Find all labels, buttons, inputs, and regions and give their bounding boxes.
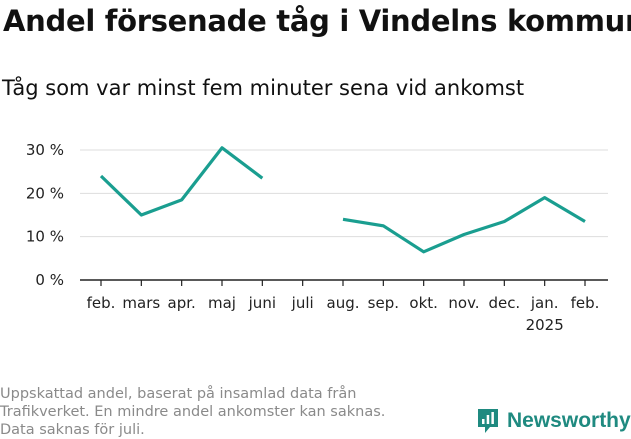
x-tick-label: jan. <box>530 294 559 312</box>
y-tick-label: 30 % <box>26 141 64 159</box>
x-tick-label: juli <box>291 294 314 312</box>
brand[interactable]: Newsworthy <box>476 407 631 435</box>
x-tick-label: sep. <box>368 294 399 312</box>
x-tick-label: okt. <box>409 294 438 312</box>
y-tick-label: 0 % <box>35 271 64 289</box>
series-line-segment <box>99 146 264 217</box>
x-tick-marks: feb. mars apr. maj juni juli aug. sep. okt. nov. d… <box>87 280 600 334</box>
footnote-line-1: Uppskattad andel, baserat på insamlad da… <box>0 386 357 402</box>
chart-subtitle: Tåg som var minst fem minuter sena vid a… <box>2 76 525 100</box>
y-tick-label: 10 % <box>26 228 64 246</box>
chart-title: Andel försenade tåg i Vindelns kommun <box>3 4 631 38</box>
footnote-line-2: Trafikverket. En mindre andel ankomster … <box>0 404 386 420</box>
newsworthy-logo-icon <box>476 407 500 435</box>
y-tick-label: 20 % <box>26 184 64 202</box>
y-tick-labels: 0 % 10 % 20 % 30 % <box>26 141 64 289</box>
x-tick-sublabel: 2025 <box>526 316 564 334</box>
footnote-line-3: Data saknas för juli. <box>0 422 145 438</box>
series-line-segment <box>342 196 586 254</box>
grid-lines <box>80 149 608 281</box>
x-tick-label: nov. <box>448 294 479 312</box>
x-tick-label: maj <box>208 294 236 312</box>
footnote: Uppskattad andel, baserat på insamlad da… <box>0 385 440 439</box>
x-tick-label: aug. <box>327 294 360 312</box>
x-tick-label: mars <box>122 294 160 312</box>
x-tick-label: feb. <box>87 294 116 312</box>
x-tick-label: apr. <box>168 294 196 312</box>
x-tick-label: juni <box>248 294 276 312</box>
x-tick-label: feb. <box>571 294 600 312</box>
x-tick-label: dec. <box>488 294 520 312</box>
series-line <box>99 146 586 254</box>
brand-name: Newsworthy <box>507 409 631 432</box>
